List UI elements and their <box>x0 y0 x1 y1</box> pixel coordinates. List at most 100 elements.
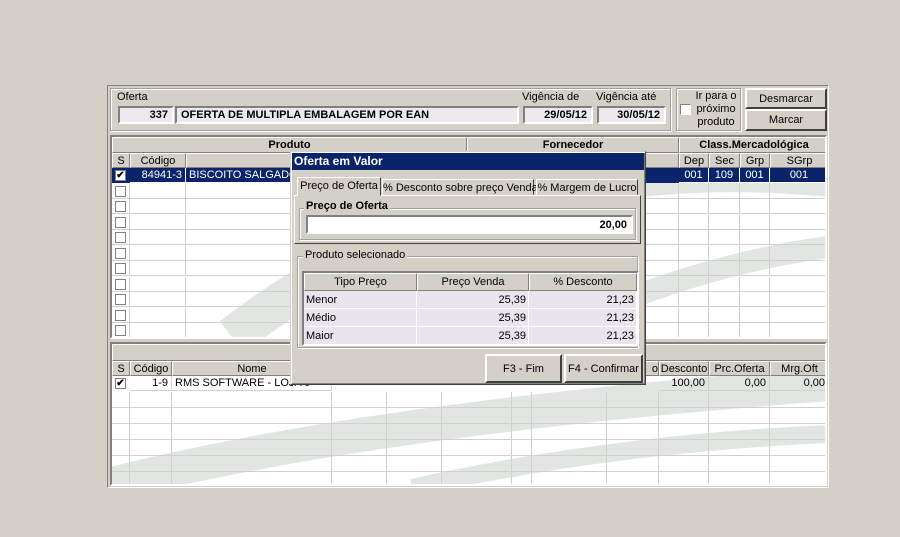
table-row[interactable] <box>112 456 825 472</box>
col-s[interactable]: S <box>112 361 130 376</box>
empty-cell <box>130 456 172 472</box>
empty-cell <box>679 230 709 245</box>
empty-cell <box>130 440 172 456</box>
empty-cell <box>709 424 770 440</box>
empty-cell <box>770 230 825 245</box>
preco-oferta-group-label: Preço de Oferta <box>304 200 390 212</box>
empty-cell <box>130 323 186 337</box>
cell-preco-venda: 25,39 <box>417 327 529 345</box>
vigencia-ate-field[interactable]: 30/05/12 <box>597 106 666 124</box>
table-row[interactable] <box>112 323 825 337</box>
f4-confirmar-button[interactable]: F4 - Confirmar <box>564 354 643 383</box>
empty-cell <box>607 456 659 472</box>
col-prc-oferta[interactable]: Prc.Oferta <box>709 361 770 376</box>
row-checkbox[interactable] <box>115 185 126 197</box>
empty-cell <box>112 392 130 408</box>
proximo-checkbox[interactable] <box>680 104 691 115</box>
empty-cell <box>607 392 659 408</box>
table-row[interactable] <box>112 440 825 456</box>
row-checkbox[interactable] <box>115 294 126 305</box>
row-checkbox[interactable] <box>115 216 126 228</box>
oferta-group <box>110 88 671 131</box>
empty-cell <box>607 440 659 456</box>
empty-cell <box>709 261 740 276</box>
empty-cell <box>679 183 709 199</box>
empty-cell <box>332 408 387 424</box>
table-row[interactable] <box>112 408 825 424</box>
col-sgrp[interactable]: SGrp <box>770 153 825 168</box>
empty-cell <box>112 230 130 245</box>
empty-cell <box>740 214 770 230</box>
empty-cell <box>130 183 186 199</box>
cell-descricao: BISCOITO SALGADO P <box>186 168 296 183</box>
col-codigo[interactable]: Código <box>130 361 172 376</box>
empty-cell <box>130 245 186 261</box>
desmarcar-button[interactable]: Desmarcar <box>745 88 827 109</box>
row-checkbox[interactable] <box>115 325 126 336</box>
table-row[interactable]: ✔ 1-9 RMS SOFTWARE - LOJA 0 100,00 0,00 … <box>112 376 825 392</box>
empty-cell <box>679 245 709 261</box>
row-checkbox[interactable] <box>115 309 126 321</box>
empty-cell <box>740 276 770 292</box>
empty-cell <box>112 183 130 199</box>
empty-cell <box>442 408 512 424</box>
col-s[interactable]: S <box>112 153 130 168</box>
oferta-desc-field[interactable]: OFERTA DE MULTIPLA EMBALAGEM POR EAN <box>175 106 519 124</box>
col-grp[interactable]: Grp <box>740 153 770 168</box>
table-row[interactable] <box>112 424 825 440</box>
row-checkbox[interactable] <box>115 201 126 212</box>
preco-oferta-input[interactable]: 20,00 <box>306 215 633 234</box>
empty-cell <box>112 199 130 214</box>
empty-cell <box>512 472 532 484</box>
empty-cell <box>186 323 679 337</box>
row-checkbox[interactable] <box>115 247 126 259</box>
marcar-button[interactable]: Marcar <box>745 109 827 131</box>
empty-cell <box>770 184 825 199</box>
cell-preco-venda: 25,39 <box>417 291 529 309</box>
row-checkbox[interactable]: ✔ <box>115 378 126 389</box>
empty-cell <box>172 456 332 472</box>
row-checkbox[interactable]: ✔ <box>115 170 126 181</box>
table-row[interactable] <box>112 392 825 408</box>
empty-cell <box>607 472 659 484</box>
watermark-logo <box>112 367 825 484</box>
f3-fim-button[interactable]: F3 - Fim <box>485 354 562 383</box>
empty-cell <box>172 392 332 408</box>
empty-cell <box>130 392 172 408</box>
empty-cell <box>512 424 532 440</box>
empty-cell <box>387 408 442 424</box>
col-sec[interactable]: Sec <box>709 153 740 168</box>
col-codigo[interactable]: Código <box>130 153 186 168</box>
empty-cell <box>740 183 770 199</box>
oferta-code-field[interactable]: 337 <box>118 106 174 124</box>
tab-margem-lucro[interactable]: % Margem de Lucro <box>536 179 638 195</box>
empty-cell <box>130 307 186 323</box>
empty-cell <box>532 424 607 440</box>
col-desconto[interactable]: Desconto <box>659 361 709 376</box>
empty-cell <box>770 392 825 408</box>
col-tipo-preco: Tipo Preço <box>304 273 417 291</box>
oferta-label: Oferta <box>117 91 148 103</box>
tab-desconto-venda[interactable]: % Desconto sobre preço Venda <box>382 179 538 195</box>
empty-cell <box>112 472 130 484</box>
empty-cell <box>679 214 709 230</box>
col-mrg-oft[interactable]: Mrg.Oft <box>770 361 825 376</box>
empty-cell <box>740 199 770 214</box>
table-row[interactable] <box>112 472 825 484</box>
cell-prc-oferta: 0,00 <box>709 376 770 391</box>
cell-sec: 109 <box>709 168 740 183</box>
empty-cell <box>130 472 172 484</box>
empty-cell <box>112 307 130 323</box>
empty-cell <box>442 392 512 408</box>
row-checkbox[interactable] <box>115 278 126 290</box>
empty-cell <box>709 214 740 230</box>
cell-grp: 001 <box>740 168 770 183</box>
tab-preco-oferta[interactable]: Preço de Oferta <box>297 177 381 196</box>
col-dep[interactable]: Dep <box>679 153 709 168</box>
row-checkbox[interactable] <box>115 263 126 274</box>
dialog-title[interactable]: Oferta em Valor <box>292 153 644 170</box>
vigencia-de-field[interactable]: 29/05/12 <box>523 106 593 124</box>
row-checkbox[interactable] <box>115 232 126 243</box>
empty-cell <box>442 456 512 472</box>
empty-cell <box>332 424 387 440</box>
